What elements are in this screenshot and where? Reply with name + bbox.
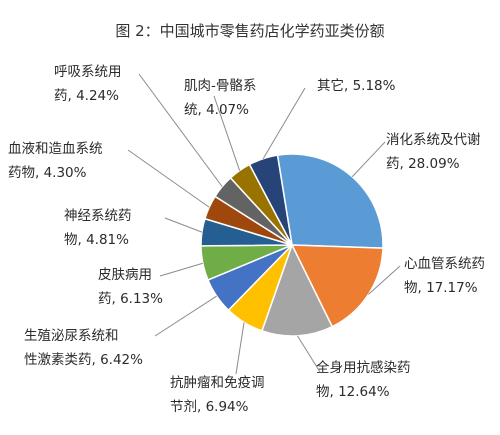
data-label-line: 物, 4.81% <box>64 232 129 248</box>
data-label-line: 物, 17.17% <box>404 280 478 296</box>
data-label: 肌肉-骨骼系 统, 4.07% <box>184 74 256 122</box>
data-label: 全身用抗感染药 物, 12.64% <box>316 356 411 404</box>
leader-line <box>213 95 241 171</box>
data-label: 血液和造血系统 药物, 4.30% <box>8 137 103 185</box>
data-label-line: 全身用抗感染药 <box>316 360 411 376</box>
data-label-line: 肌肉-骨骼系 <box>184 78 257 94</box>
data-label-line: 统, 4.07% <box>184 102 249 118</box>
data-label-line: 呼吸系统用 <box>54 64 122 80</box>
data-label-line: 心血管系统药 <box>404 256 485 272</box>
leader-line <box>159 262 203 277</box>
data-label-line: 血液和造血系统 <box>8 141 103 157</box>
data-label-line: 药, 6.13% <box>98 291 163 307</box>
data-label: 生殖泌尿系统和性激素类药, 6.42% <box>24 324 143 372</box>
leader-line <box>164 217 203 233</box>
leader-line <box>368 265 401 295</box>
data-label: 消化系统及代谢 药, 28.09% <box>386 128 481 176</box>
leader-line <box>262 87 306 159</box>
data-label: 抗肿瘤和免疫调 节剂, 6.94% <box>170 371 265 419</box>
leader-line <box>297 335 321 373</box>
pie-slice <box>290 244 384 328</box>
data-label: 呼吸系统用药, 4.24% <box>54 60 122 108</box>
leader-line <box>138 73 223 187</box>
data-label: 其它, 5.18% <box>317 74 395 98</box>
data-label: 皮肤病用药, 6.13% <box>98 263 163 311</box>
data-label: 心血管系统药 物, 17.17% <box>404 252 485 300</box>
data-label-line: 节剂, 6.94% <box>170 399 249 415</box>
leader-line <box>351 141 386 178</box>
data-label-line: 消化系统及代谢 <box>386 132 481 148</box>
data-label-line: 药物, 4.30% <box>8 165 87 181</box>
data-label-line: 神经系统药 <box>64 208 132 224</box>
data-label-line: 性激素类药, 6.42% <box>24 352 143 368</box>
data-label-line: 药, 28.09% <box>386 156 460 172</box>
data-label-line: 物, 12.64% <box>316 384 390 400</box>
leader-line <box>235 322 245 375</box>
pie-slice <box>276 153 384 249</box>
data-label-line: 抗肿瘤和免疫调 <box>170 375 265 391</box>
pie-slice <box>248 154 293 246</box>
data-label: 神经系统药物, 4.81% <box>64 204 132 252</box>
chart-title: 图 2：中国城市零售药店化学药亚类份额 <box>115 22 385 40</box>
data-label-line: 皮肤病用 <box>98 267 152 283</box>
leader-line <box>127 149 210 208</box>
data-label-line: 药, 4.24% <box>54 88 119 104</box>
leader-line <box>154 295 217 337</box>
data-label-line: 生殖泌尿系统和 <box>24 328 119 344</box>
data-label-line: 其它, 5.18% <box>317 78 396 94</box>
